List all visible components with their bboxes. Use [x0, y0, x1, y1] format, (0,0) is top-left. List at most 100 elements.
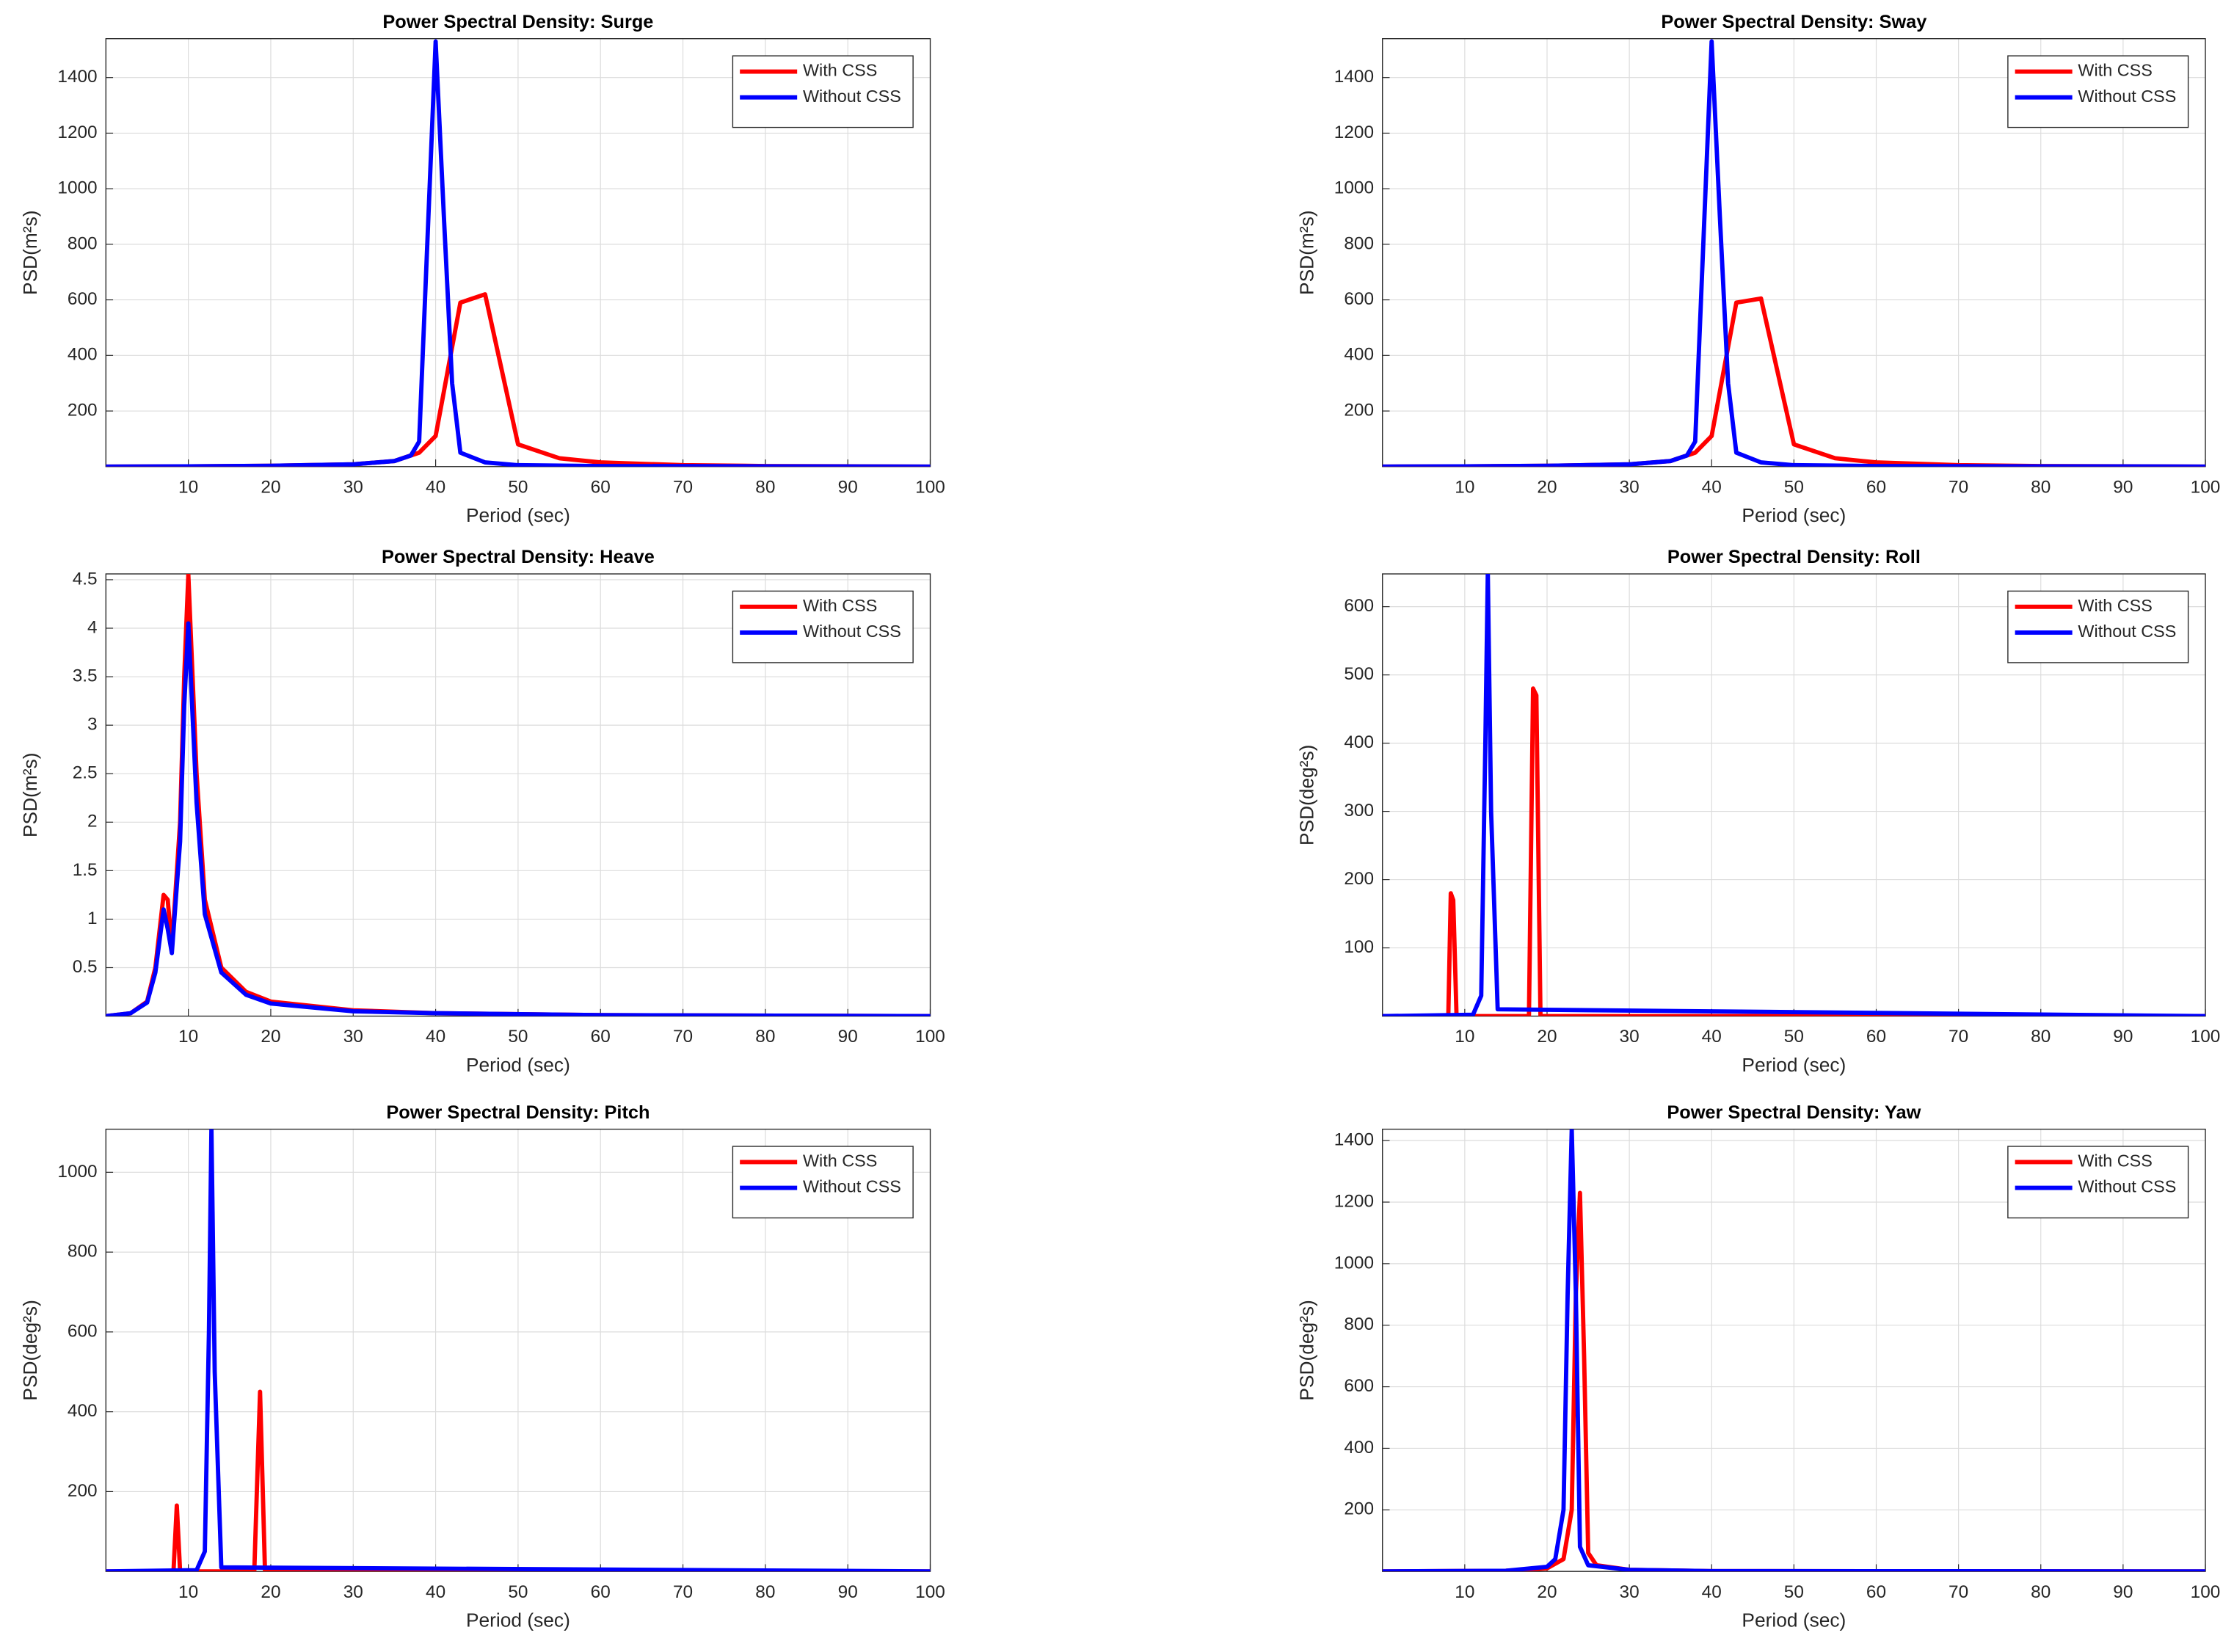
x-tick-label: 80	[2031, 1027, 2051, 1047]
x-tick-label: 90	[838, 1027, 858, 1047]
chart-title: Power Spectral Density: Yaw	[1667, 1102, 1921, 1123]
x-tick-label: 70	[1949, 1027, 1968, 1047]
x-tick-label: 80	[2031, 477, 2051, 497]
y-axis-label: PSD(deg²s)	[19, 1300, 41, 1400]
series-line	[1382, 574, 2205, 1016]
legend-label: With CSS	[2078, 61, 2152, 80]
y-tick-label: 100	[1344, 937, 1374, 957]
x-tick-label: 60	[591, 1582, 611, 1602]
y-axis-label: PSD(deg²s)	[1295, 745, 1317, 845]
series-line	[106, 1389, 931, 1572]
x-tick-label: 60	[591, 477, 611, 497]
x-tick-label: 90	[2113, 1027, 2133, 1047]
y-tick-label: 3.5	[73, 666, 98, 686]
x-tick-label: 60	[1866, 1582, 1886, 1602]
x-tick-label: 50	[1784, 1027, 1804, 1047]
y-tick-label: 1400	[1334, 67, 1374, 87]
x-tick-label: 20	[1537, 1027, 1557, 1047]
y-tick-label: 1200	[1334, 1191, 1374, 1211]
y-tick-label: 200	[1344, 1499, 1374, 1519]
legend-label: Without CSS	[2078, 87, 2176, 106]
x-tick-label: 80	[755, 477, 775, 497]
x-tick-label: 80	[2031, 1582, 2051, 1602]
x-tick-label: 50	[1784, 477, 1804, 497]
y-tick-label: 200	[68, 1481, 98, 1501]
legend-label: Without CSS	[803, 622, 901, 641]
legend-label: With CSS	[803, 596, 877, 615]
y-tick-label: 600	[1344, 596, 1374, 616]
legend-box	[2007, 1146, 2189, 1219]
x-tick-label: 70	[673, 1582, 693, 1602]
y-tick-label: 1200	[1334, 123, 1374, 142]
legend-box	[2007, 590, 2189, 663]
x-tick-label: 40	[426, 477, 445, 497]
x-tick-label: 10	[1455, 1582, 1474, 1602]
x-tick-label: 90	[2113, 1582, 2133, 1602]
x-tick-label: 90	[838, 477, 858, 497]
x-tick-label: 90	[838, 1582, 858, 1602]
x-tick-label: 80	[755, 1027, 775, 1047]
x-tick-label: 100	[915, 1582, 945, 1602]
x-axis-label: Period (sec)	[466, 1609, 570, 1631]
legend-box	[732, 590, 914, 663]
legend-label: Without CSS	[803, 1177, 901, 1196]
y-tick-label: 2	[87, 812, 98, 832]
legend-box	[732, 55, 914, 128]
legend-label: With CSS	[2078, 1151, 2152, 1171]
x-tick-label: 30	[343, 1582, 363, 1602]
x-tick-label: 80	[755, 1582, 775, 1602]
x-tick-label: 50	[1784, 1582, 1804, 1602]
y-tick-label: 300	[1344, 801, 1374, 820]
y-tick-label: 800	[68, 1242, 98, 1262]
y-tick-label: 800	[1344, 233, 1374, 253]
series-line	[1382, 39, 2205, 467]
x-tick-label: 50	[508, 477, 528, 497]
legend-label: With CSS	[803, 61, 877, 80]
legend-label: Without CSS	[803, 87, 901, 106]
legend-label: Without CSS	[2078, 1177, 2176, 1196]
chart: 10 20 30 40 50 60 70 80 90 100 200 400 600 800 1000 Pow…	[19, 1102, 945, 1631]
x-tick-label: 100	[2191, 1027, 2221, 1047]
y-tick-label: 1.5	[73, 860, 98, 880]
legend-label: With CSS	[2078, 596, 2152, 615]
x-tick-label: 30	[1620, 1027, 1640, 1047]
x-tick-label: 10	[1455, 1027, 1474, 1047]
x-tick-label: 20	[261, 1027, 280, 1047]
y-tick-label: 1	[87, 909, 98, 928]
x-axis-label: Period (sec)	[1742, 504, 1846, 526]
x-tick-label: 30	[1620, 477, 1640, 497]
y-tick-label: 600	[68, 1321, 98, 1341]
series-line	[1382, 1129, 2205, 1572]
x-tick-label: 20	[261, 1582, 280, 1602]
y-tick-label: 800	[68, 233, 98, 253]
x-tick-label: 100	[915, 1027, 945, 1047]
x-tick-label: 90	[2113, 477, 2133, 497]
x-tick-label: 10	[178, 1027, 198, 1047]
y-tick-label: 1000	[1334, 178, 1374, 198]
y-tick-label: 1000	[57, 178, 97, 198]
series-line	[106, 621, 931, 1016]
y-tick-label: 400	[1344, 732, 1374, 752]
axes-frame	[105, 573, 931, 1017]
chart-title: Power Spectral Density: Roll	[1667, 547, 1921, 567]
x-tick-label: 20	[1537, 1582, 1557, 1602]
chart-title: Power Spectral Density: Surge	[382, 12, 653, 32]
x-tick-label: 20	[261, 477, 280, 497]
x-axis-label: Period (sec)	[1742, 1054, 1846, 1076]
y-tick-label: 4	[87, 617, 98, 637]
x-axis-label: Period (sec)	[466, 1054, 570, 1076]
x-tick-label: 10	[178, 1582, 198, 1602]
y-axis-label: PSD(m²s)	[19, 210, 41, 294]
x-tick-label: 40	[426, 1582, 445, 1602]
x-tick-label: 60	[1866, 1027, 1886, 1047]
x-tick-label: 100	[915, 477, 945, 497]
chart: 10 20 30 40 50 60 70 80 90 100 200 400 600 800 1000 120…	[19, 12, 945, 526]
y-tick-label: 2.5	[73, 763, 98, 783]
legend-label: Without CSS	[2078, 622, 2176, 641]
y-axis-label: PSD(m²s)	[1295, 210, 1317, 294]
x-tick-label: 40	[1702, 477, 1722, 497]
y-tick-label: 200	[1344, 400, 1374, 420]
y-tick-label: 3	[87, 715, 98, 735]
chart-title: Power Spectral Density: Heave	[382, 547, 655, 567]
